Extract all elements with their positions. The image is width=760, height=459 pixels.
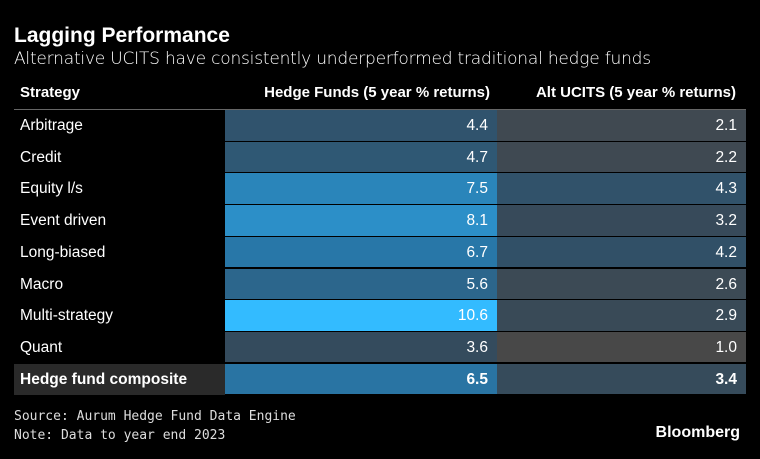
column-header: Hedge Funds (5 year % returns) [264, 84, 490, 101]
value-cell: 1.0 [497, 331, 746, 364]
value-cell: 2.2 [497, 141, 746, 174]
value-cell: 2.6 [497, 268, 746, 301]
brand: Bloomberg [655, 424, 740, 441]
strategy-cell: Equity l/s [20, 180, 83, 198]
value-cell: 10.6 [225, 300, 497, 332]
value-cell: 4.3 [497, 173, 746, 205]
strategy-cell: Hedge fund composite [14, 363, 225, 396]
strategy-cell: Multi-strategy [20, 307, 114, 325]
strategy-cell: Credit [20, 148, 62, 166]
note: Note: Data to year end 2023 [14, 428, 226, 443]
value-cell: 3.4 [497, 363, 746, 396]
value-cell: 7.5 [225, 173, 497, 205]
value-cell: 6.5 [225, 363, 497, 396]
title: Lagging Performance [14, 24, 230, 47]
value-cell: 4.4 [225, 110, 497, 142]
value-cell: 2.1 [497, 110, 746, 142]
value-cell: 5.6 [225, 268, 497, 301]
strategy-cell: Arbitrage [20, 117, 83, 134]
strategy-cell: Quant [20, 338, 63, 356]
strategy-cell: Macro [20, 275, 64, 293]
column-header: Alt UCITS (5 year % returns) [535, 84, 736, 101]
column-header: Strategy [20, 84, 81, 101]
source: Source: Aurum Hedge Fund Data Engine [14, 409, 296, 424]
value-cell: 6.7 [225, 236, 497, 269]
value-cell: 4.7 [225, 141, 497, 174]
value-cell: 2.9 [497, 300, 746, 332]
strategy-cell: Event driven [20, 212, 107, 230]
value-cell: 8.1 [225, 205, 497, 237]
value-cell: 3.6 [225, 331, 497, 364]
value-cell: 3.2 [497, 205, 746, 237]
subtitle: Alternative UCITS have consistently unde… [14, 49, 651, 69]
value-cell: 4.2 [497, 236, 746, 269]
header-rule [14, 109, 746, 110]
strategy-cell: Long-biased [20, 243, 106, 261]
